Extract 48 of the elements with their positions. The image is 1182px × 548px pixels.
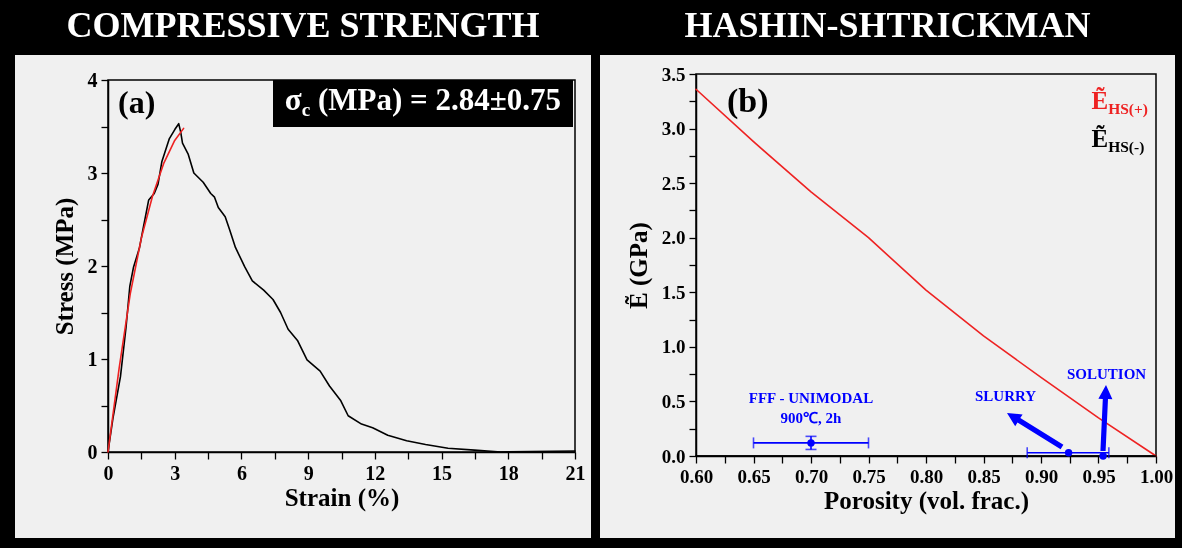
x-tick-label: 9: [303, 461, 314, 484]
point: [807, 439, 815, 447]
y-tick-label: 2.0: [661, 227, 686, 249]
x-tick-label: 0.85: [967, 465, 1001, 487]
x-tick-label: 0.60: [679, 465, 714, 487]
y-tick-label: 1: [87, 347, 98, 370]
y-tick-label: 1.0: [661, 336, 686, 358]
x-tick-label: 15: [432, 461, 453, 484]
y-tick-label: 3.0: [661, 118, 686, 140]
chart-title: HASHIN-SHTRICKMAN: [683, 4, 1092, 47]
point: [1064, 449, 1073, 457]
x-tick-label: 0.70: [794, 465, 829, 487]
chart-title: COMPRESSIVE STRENGTH: [65, 4, 541, 47]
y-tick-label: 2: [87, 254, 98, 277]
x-tick-label: 0: [103, 461, 114, 484]
y-tick-label: 0.5: [661, 390, 686, 412]
y-tick-label: 3: [87, 161, 98, 184]
annotation: (a): [118, 84, 156, 121]
annotation: (b): [727, 82, 769, 120]
annotation: SLURRY: [975, 388, 1037, 405]
x-tick-label: 21: [565, 461, 586, 484]
y-tick-label: 4: [87, 68, 98, 91]
x-tick-label: 18: [498, 461, 519, 484]
x-axis-title: Porosity (vol. frac.): [823, 486, 1030, 515]
x-tick-label: 0.75: [852, 465, 886, 487]
point: [1099, 452, 1107, 460]
text: Ẽ$_{HS(+)}$: [1091, 86, 1148, 119]
y-axis-title: Stress (MPa): [50, 197, 79, 336]
y-axis-title: Ẽ (GPa): [624, 222, 653, 309]
y-tick-label: 0: [87, 440, 98, 463]
x-tick-label: 0.65: [737, 465, 771, 487]
y-tick-label: 1.5: [661, 281, 686, 303]
y-tick-label: 3.5: [661, 63, 686, 85]
y-tick-label: 2.5: [661, 172, 686, 194]
annotation: SOLUTION: [1067, 366, 1147, 383]
x-tick-label: 6: [236, 461, 247, 484]
annotation: σ$_{c}$ (MPa) = 2.84±0.75: [272, 80, 573, 127]
x-tick-label: 0.80: [909, 465, 944, 487]
x-tick-label: 0.95: [1082, 465, 1116, 487]
text: Ẽ$_{HS(-)}$: [1091, 123, 1146, 157]
line-series: [107, 127, 185, 453]
x-axis-title: Strain (%): [284, 483, 400, 512]
x-tick-label: 3: [170, 461, 181, 484]
x-tick-label: 0.90: [1024, 465, 1059, 487]
x-tick-label: 12: [365, 461, 386, 484]
y-tick-label: 0.0: [661, 445, 686, 467]
annotation: FFF - UNIMODAL 900℃, 2h: [748, 389, 874, 426]
x-tick-label: 1.00: [1139, 465, 1174, 487]
